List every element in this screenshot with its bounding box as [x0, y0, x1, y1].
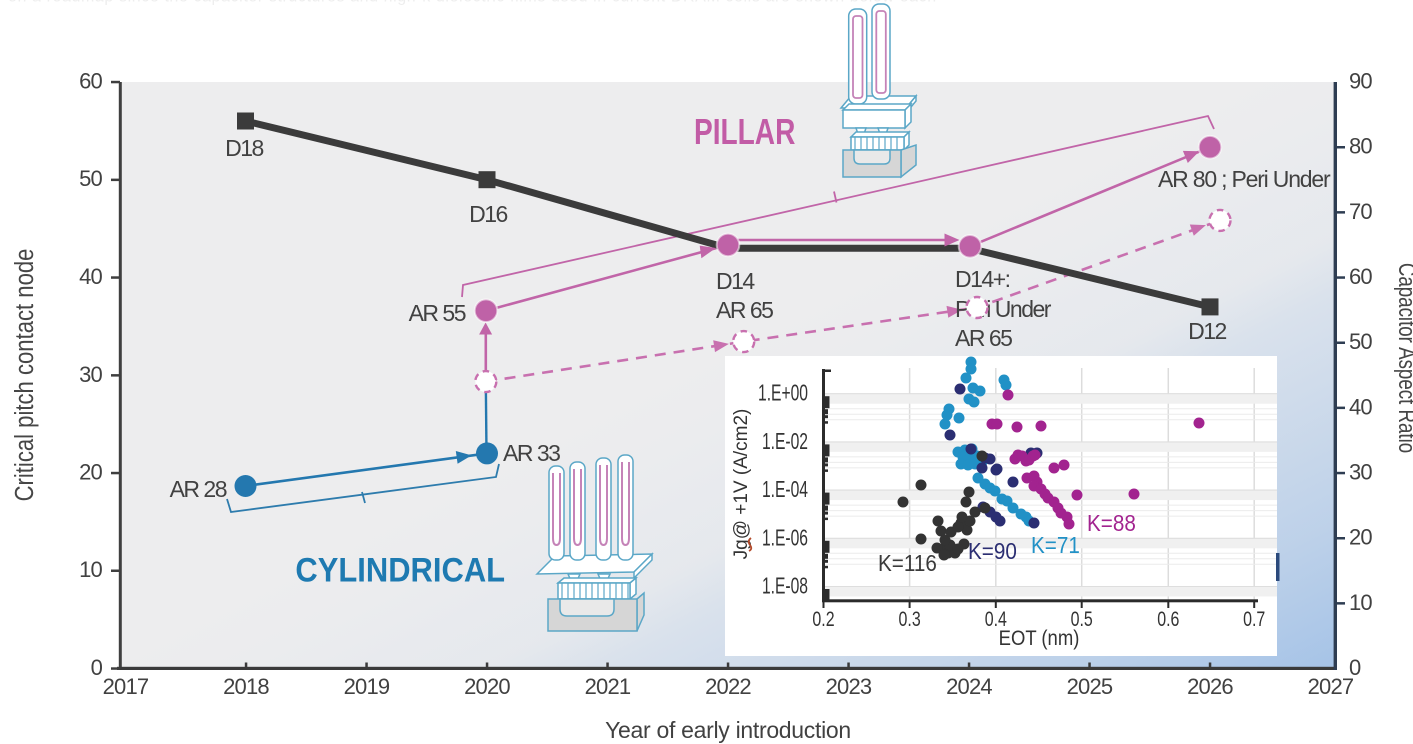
svg-text:10: 10	[1349, 590, 1372, 615]
svg-text:30: 30	[79, 362, 102, 387]
svg-text:AR 28: AR 28	[170, 476, 227, 502]
svg-text:50: 50	[1349, 329, 1372, 354]
svg-text:2019: 2019	[344, 674, 390, 699]
svg-text:1.E+00: 1.E+00	[758, 381, 808, 407]
svg-text:Jg@ +1V (A/cm2): Jg@ +1V (A/cm2)	[731, 409, 752, 560]
svg-text:40: 40	[1349, 394, 1372, 419]
svg-text:K=116: K=116	[878, 550, 937, 577]
svg-text:AR 80 ; Peri Under: AR 80 ; Peri Under	[1158, 166, 1331, 192]
svg-text:0.6: 0.6	[1157, 607, 1179, 631]
svg-text:1.E-02: 1.E-02	[762, 429, 808, 455]
svg-text:80: 80	[1349, 134, 1372, 159]
svg-text:2020: 2020	[464, 674, 510, 699]
svg-text:AR 65: AR 65	[716, 297, 773, 323]
svg-text:0: 0	[1349, 655, 1361, 680]
svg-text:2023: 2023	[826, 674, 872, 699]
svg-text:0.5: 0.5	[1071, 607, 1093, 631]
svg-text:60: 60	[1349, 264, 1372, 289]
svg-text:2026: 2026	[1187, 674, 1233, 699]
svg-text:2027: 2027	[1308, 674, 1354, 699]
svg-text:0.7: 0.7	[1243, 607, 1265, 631]
svg-text:40: 40	[79, 264, 102, 289]
svg-text:2021: 2021	[585, 674, 631, 699]
svg-text:D18: D18	[225, 135, 263, 161]
svg-text:1.E-06: 1.E-06	[762, 525, 808, 551]
svg-text:Capacitor Aspect Ratio: Capacitor Aspect Ratio	[1393, 263, 1413, 453]
svg-text:30: 30	[1349, 460, 1372, 485]
svg-text:0.3: 0.3	[899, 607, 921, 631]
svg-text:0: 0	[91, 655, 103, 680]
svg-text:K=71: K=71	[1031, 532, 1080, 559]
svg-text:AR 55: AR 55	[409, 300, 466, 326]
svg-text:D12: D12	[1188, 318, 1226, 344]
svg-text:90: 90	[1349, 69, 1372, 94]
svg-text:1.E-04: 1.E-04	[762, 477, 808, 503]
svg-text:PILLAR: PILLAR	[694, 112, 795, 152]
svg-text:on a roadmap since the capacit: on a roadmap since the capacitor structu…	[8, 0, 937, 6]
svg-text:0.4: 0.4	[985, 607, 1007, 631]
svg-text:AR 65: AR 65	[955, 325, 1012, 351]
svg-text:2025: 2025	[1067, 674, 1113, 699]
svg-text:2017: 2017	[103, 674, 149, 699]
svg-text:AR 33: AR 33	[503, 440, 560, 466]
svg-text:Critical pitch contact node: Critical pitch contact node	[10, 249, 39, 502]
svg-text:20: 20	[79, 460, 102, 485]
svg-text:D14: D14	[716, 268, 755, 294]
svg-text:20: 20	[1349, 525, 1372, 550]
svg-text:D16: D16	[469, 201, 507, 227]
svg-text:0.2: 0.2	[812, 607, 834, 631]
svg-text:70: 70	[1349, 199, 1372, 224]
svg-text:EOT (nm): EOT (nm)	[999, 627, 1080, 650]
svg-text:1.E-08: 1.E-08	[762, 574, 808, 600]
svg-text:2022: 2022	[705, 674, 751, 699]
svg-text:60: 60	[79, 69, 102, 94]
svg-text:Year of early introduction: Year of early introduction	[605, 717, 851, 743]
svg-text:10: 10	[79, 557, 102, 582]
svg-text:D14+:: D14+:	[955, 266, 1010, 292]
svg-text:CYLINDRICAL: CYLINDRICAL	[295, 551, 505, 589]
svg-text:K=90: K=90	[968, 538, 1017, 565]
svg-text:K=88: K=88	[1087, 510, 1136, 537]
svg-text:2024: 2024	[946, 674, 992, 699]
svg-text:2018: 2018	[223, 674, 269, 699]
svg-text:50: 50	[79, 166, 102, 191]
